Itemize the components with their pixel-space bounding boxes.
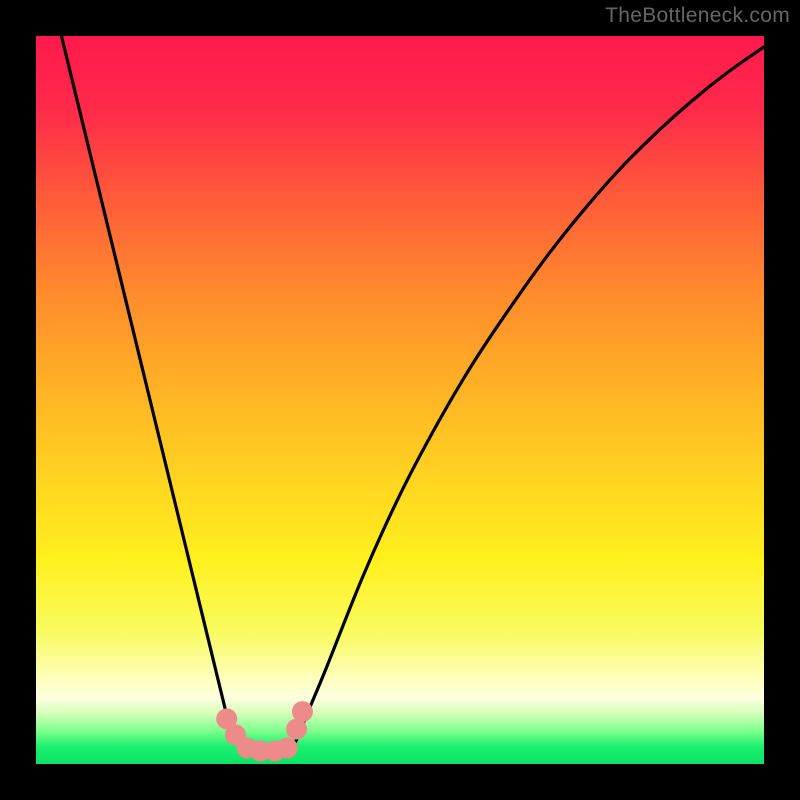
chart-canvas: TheBottleneck.com [0,0,800,800]
data-marker [292,701,313,722]
data-marker [277,737,298,758]
chart-svg [0,0,800,800]
watermark: TheBottleneck.com [605,4,790,28]
gradient-background [36,36,764,764]
